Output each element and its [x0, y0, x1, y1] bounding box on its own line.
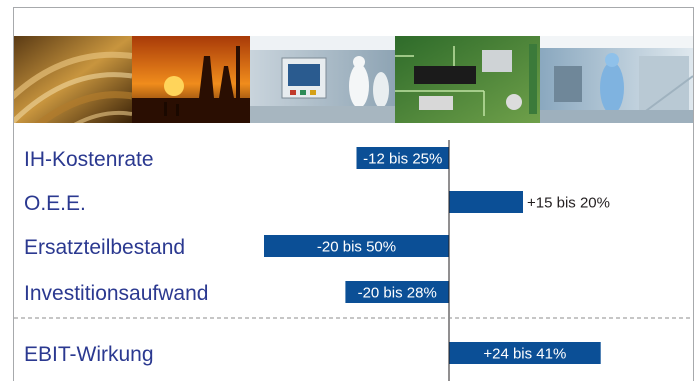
category-label-investitionsaufwand: Investitionsaufwand [24, 282, 208, 305]
banner-panel-sunset [132, 36, 250, 123]
bar-ebit-wirkung [449, 342, 601, 364]
data-label-ebit-wirkung: +24 bis 41% [483, 346, 566, 363]
data-label-o-e-e: +15 bis 20% [527, 195, 610, 212]
bar-investitionsaufwand [345, 281, 449, 303]
category-label-ebit-wirkung: EBIT-Wirkung [24, 343, 154, 366]
banner-panel-cleanroom [540, 36, 693, 123]
data-label-ih-kostenrate: -12 bis 25% [363, 151, 442, 168]
photo-banner-image [14, 36, 693, 123]
category-label-ersatzteilbestand: Ersatzteilbestand [24, 236, 185, 259]
photo-banner [14, 36, 693, 123]
category-label-o-e-e: O.E.E. [24, 192, 86, 215]
category-label-ih-kostenrate: IH-Kostenrate [24, 148, 154, 171]
banner-panel-pcb [395, 36, 540, 123]
bar-o-e-e [449, 191, 523, 213]
banner-panel-coils [14, 36, 133, 123]
data-label-ersatzteilbestand: -20 bis 50% [317, 239, 396, 256]
data-label-investitionsaufwand: -20 bis 28% [358, 285, 437, 302]
bar-ih-kostenrate [356, 147, 449, 169]
bar-ersatzteilbestand [264, 235, 449, 257]
banner-panel-control [250, 36, 395, 123]
